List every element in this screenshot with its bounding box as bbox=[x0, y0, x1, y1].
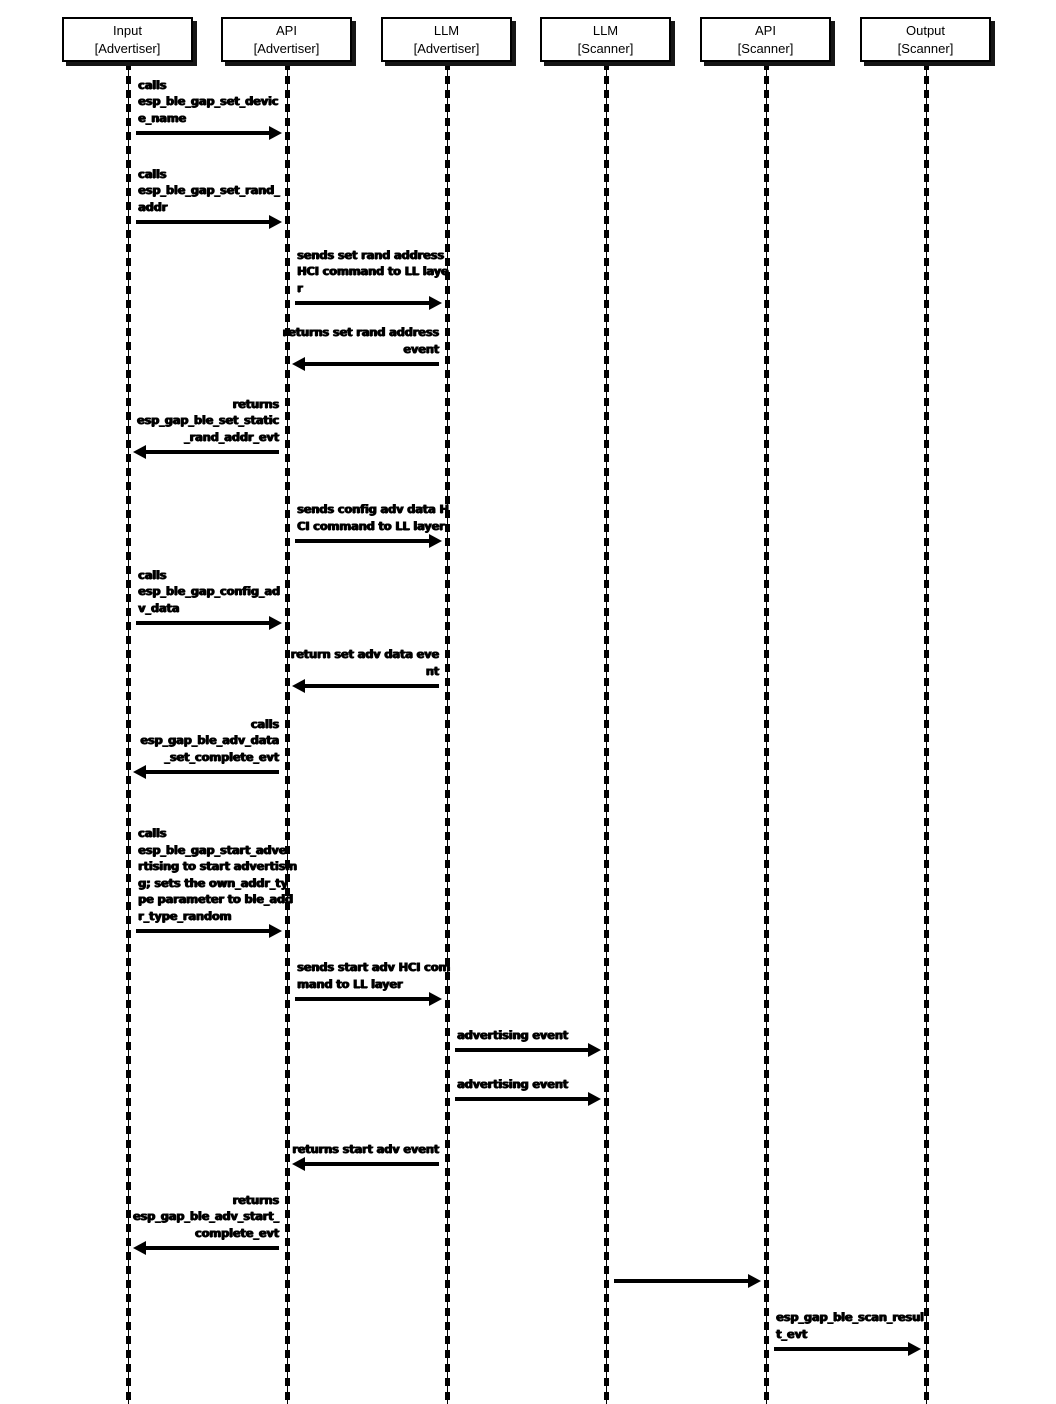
message-label-line: rtising to start advertisin bbox=[138, 859, 297, 873]
message-label-line: returns bbox=[232, 396, 280, 411]
message-label-line: esp_gap_ble_set_static bbox=[136, 413, 279, 427]
actor-subtitle: [Advertiser] bbox=[94, 40, 161, 56]
actor-box-input-advertiser: Input [Advertiser] bbox=[62, 17, 193, 62]
actor-box-llm-advertiser: LLM [Advertiser] bbox=[381, 17, 512, 62]
actor-title: API bbox=[276, 22, 297, 38]
actor-subtitle: [Scanner] bbox=[577, 40, 634, 56]
message-label: returns set rand address event bbox=[282, 324, 440, 357]
message-label: returns esp_gap_ble_adv_start_ complete_ev… bbox=[133, 1192, 279, 1242]
message-label-line: calls bbox=[138, 77, 167, 92]
message-label-line: esp_ble_gap_set_rand_ bbox=[138, 183, 280, 197]
lifeline-input-advertiser bbox=[125, 62, 131, 1404]
message-label-line: esp_ble_gap_set_devic bbox=[138, 94, 279, 108]
message-label: calls esp_ble_gap_config_ad v_data bbox=[138, 567, 280, 617]
message-label-line: CI command to LL layer bbox=[297, 518, 445, 533]
message-label-line: sends start adv HCI com bbox=[297, 960, 451, 974]
actor-title: LLM bbox=[433, 22, 460, 38]
message-label-line: advertising event bbox=[457, 1027, 568, 1042]
lifeline-api-scanner bbox=[763, 62, 769, 1404]
actor-title: Input bbox=[113, 22, 142, 38]
message-label-line: nt bbox=[425, 663, 439, 678]
message-label: esp_gap_ble_scan_resul t_evt bbox=[776, 1309, 924, 1342]
message-arrow bbox=[455, 1092, 601, 1106]
message-arrow bbox=[136, 616, 282, 630]
message-label-line: _rand_addr_evt bbox=[184, 429, 279, 444]
message-label: calls esp_ble_gap_set_rand_addr bbox=[138, 166, 280, 216]
message-label-line: return set adv data eve bbox=[290, 647, 440, 661]
actor-box-api-scanner: API [Scanner] bbox=[700, 17, 831, 62]
message-label: sends start adv HCI com mand to LL layer bbox=[297, 959, 450, 992]
message-label: calls esp_gap_ble_adv_data _set_complete_e… bbox=[140, 716, 279, 766]
message-label-line: calls bbox=[138, 567, 167, 582]
message-label-line: calls bbox=[138, 166, 167, 181]
message-arrow bbox=[133, 765, 279, 779]
actor-box-api-advertiser: API [Advertiser] bbox=[221, 17, 352, 62]
actor-subtitle: [Advertiser] bbox=[253, 40, 320, 56]
message-label-line: returns set rand address bbox=[282, 325, 440, 339]
lifeline-output-scanner bbox=[923, 62, 929, 1404]
message-label-line: complete_evt bbox=[194, 1225, 279, 1240]
message-arrow bbox=[136, 215, 282, 229]
message-arrow bbox=[774, 1342, 921, 1356]
message-label-line: calls bbox=[138, 826, 167, 840]
message-label-line: v_data bbox=[138, 600, 180, 615]
message-label-line: esp_ble_gap_config_ad bbox=[138, 584, 280, 598]
message-arrow bbox=[292, 1157, 439, 1171]
lifeline-llm-scanner bbox=[603, 62, 609, 1404]
lifeline-llm-advertiser bbox=[444, 62, 450, 1404]
message-label-line: event bbox=[403, 341, 439, 356]
message-label-line: r_type_random bbox=[138, 908, 232, 923]
message-arrow bbox=[292, 357, 439, 371]
message-arrow bbox=[292, 679, 439, 693]
message-arrow bbox=[295, 534, 442, 548]
message-label-line: e_name bbox=[138, 110, 187, 125]
actor-subtitle: [Scanner] bbox=[897, 40, 954, 56]
message-label-line: _set_complete_evt bbox=[164, 749, 279, 764]
actor-box-llm-scanner: LLM [Scanner] bbox=[540, 17, 671, 62]
message-label-line: pe parameter to ble_add bbox=[138, 892, 293, 906]
message-label: sends config adv data H CI command to LL … bbox=[297, 501, 449, 534]
message-label: advertising event bbox=[457, 1027, 568, 1044]
message-label: sends set rand address HCI command to LL … bbox=[297, 247, 449, 297]
message-arrow bbox=[295, 296, 442, 310]
actor-title: LLM bbox=[592, 22, 619, 38]
message-arrow bbox=[136, 126, 282, 140]
message-label-line: esp_ble_gap_start_adve bbox=[138, 842, 287, 857]
message-label-line: t_evt bbox=[776, 1326, 808, 1341]
message-label-line: esp_gap_ble_adv_data bbox=[140, 733, 279, 747]
actor-subtitle: [Scanner] bbox=[737, 40, 794, 56]
message-label-line: calls bbox=[250, 716, 280, 731]
message-arrow bbox=[136, 924, 282, 938]
message-label-line: esp_gap_ble_adv_start_ bbox=[132, 1209, 279, 1223]
message-label-line: advertising event bbox=[457, 1076, 568, 1091]
message-label: returns start adv event bbox=[292, 1141, 439, 1158]
actor-box-output-scanner: Output [Scanner] bbox=[860, 17, 991, 62]
message-arrow bbox=[133, 1241, 279, 1255]
message-label-line: esp_gap_ble_scan_resul bbox=[776, 1310, 924, 1324]
message-label: advertising event bbox=[457, 1076, 568, 1093]
message-label-line: g; sets the own_addr_ty bbox=[138, 875, 288, 890]
message-label-line: HCI command to LL laye bbox=[297, 264, 449, 278]
message-arrow bbox=[614, 1274, 761, 1288]
message-label-line: returns start adv event bbox=[292, 1141, 439, 1156]
actor-title: API bbox=[755, 22, 776, 38]
message-label-line: mand to LL layer bbox=[297, 976, 403, 991]
message-arrow bbox=[133, 445, 279, 459]
actor-subtitle: [Advertiser] bbox=[413, 40, 480, 56]
message-label-line: sends set rand address bbox=[297, 247, 444, 262]
message-arrow bbox=[455, 1043, 601, 1057]
message-label-line: addr bbox=[138, 199, 168, 214]
message-label: returns esp_gap_ble_set_static _rand_addr_… bbox=[137, 396, 279, 446]
message-label-line: r bbox=[297, 280, 303, 295]
message-label: return set adv data eve nt bbox=[290, 646, 440, 679]
message-label-line: sends config adv data H bbox=[297, 502, 449, 516]
message-label-line: returns bbox=[232, 1192, 280, 1207]
message-arrow bbox=[295, 992, 442, 1006]
actor-title: Output bbox=[905, 22, 946, 38]
lifeline-api-advertiser bbox=[284, 62, 290, 1404]
message-label: calls esp_ble_gap_set_devic e_name bbox=[138, 77, 279, 127]
